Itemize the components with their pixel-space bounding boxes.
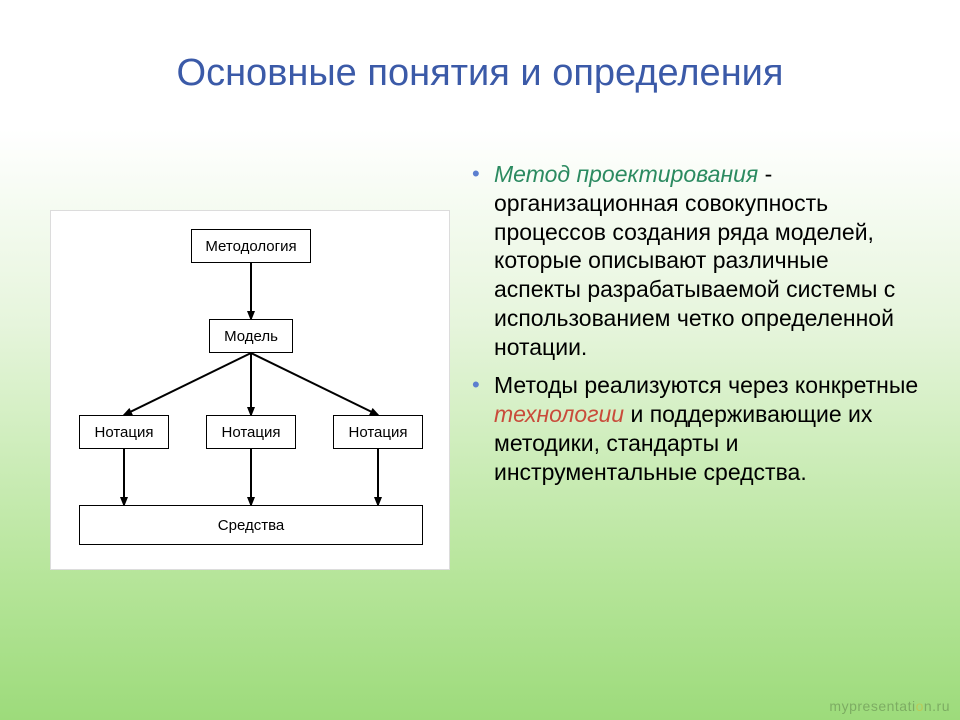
content-columns: Методология Модель Нотация Нотация Нотация Ср… (50, 160, 920, 630)
bullet-rest: - организационная совокупность процессов… (494, 161, 895, 360)
bullet-item: Метод проектирования - организационная с… (470, 160, 920, 361)
bullet-list: Метод проектирования - организационная с… (470, 160, 920, 486)
diagram-node-tools: Средства (79, 505, 423, 545)
diagram-node-not2: Нотация (206, 415, 296, 449)
diagram-node-not1: Нотация (79, 415, 169, 449)
bullet-lead-italic: Метод проектирования (494, 161, 758, 187)
diagram-column: Методология Модель Нотация Нотация Нотация Ср… (50, 160, 450, 630)
watermark-o: o (916, 698, 924, 714)
diagram-edge (251, 353, 378, 415)
watermark: mypresentation.ru (829, 698, 950, 714)
diagram-edge (124, 353, 251, 415)
slide-title: Основные понятия и определения (0, 52, 960, 95)
bullet-mid-italic: технологии (494, 401, 624, 427)
diagram-node-not3: Нотация (333, 415, 423, 449)
bullet-column: Метод проектирования - организационная с… (470, 160, 920, 630)
watermark-post: n.ru (924, 698, 950, 714)
bullet-pre: Методы реализуются через конкретные (494, 372, 918, 398)
slide: Основные понятия и определения Методолог… (0, 0, 960, 720)
diagram-container: Методология Модель Нотация Нотация Нотация Ср… (50, 210, 450, 570)
bullet-item: Методы реализуются через конкретные техн… (470, 371, 920, 486)
diagram-node-methodology: Методология (191, 229, 311, 263)
watermark-pre: mypresentati (829, 698, 915, 714)
diagram-node-model: Модель (209, 319, 293, 353)
